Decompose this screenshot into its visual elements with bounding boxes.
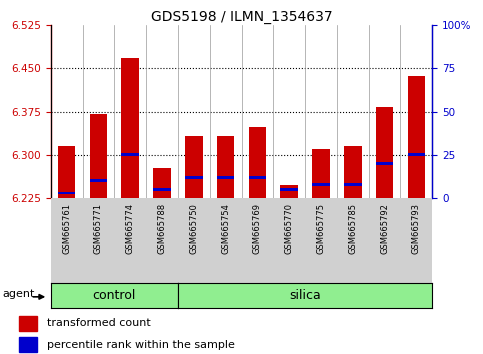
Bar (408, 153, 425, 156)
Text: GSM665761: GSM665761 (62, 203, 71, 254)
Bar (281, 185, 298, 198)
Text: GSM665771: GSM665771 (94, 203, 103, 254)
Bar (344, 146, 362, 198)
Bar (90, 114, 107, 198)
Bar (153, 188, 171, 191)
Text: silica: silica (289, 289, 321, 302)
Text: GSM665769: GSM665769 (253, 203, 262, 254)
Text: transformed count: transformed count (47, 318, 151, 328)
Bar (90, 179, 107, 182)
Text: GSM665775: GSM665775 (316, 203, 326, 254)
Bar (58, 192, 75, 194)
Bar (249, 176, 266, 179)
Text: agent: agent (2, 289, 35, 299)
Text: GSM665792: GSM665792 (380, 203, 389, 253)
Bar (19, 337, 38, 352)
Bar (58, 146, 75, 198)
Bar (185, 176, 202, 179)
Text: GSM665793: GSM665793 (412, 203, 421, 254)
Text: control: control (93, 289, 136, 302)
Bar (121, 153, 139, 156)
Bar (344, 183, 362, 186)
Text: GSM665788: GSM665788 (157, 203, 167, 254)
Bar (185, 136, 202, 198)
Bar (217, 176, 234, 179)
Bar (376, 162, 393, 165)
Bar (121, 58, 139, 198)
Text: GSM665785: GSM665785 (348, 203, 357, 254)
Title: GDS5198 / ILMN_1354637: GDS5198 / ILMN_1354637 (151, 10, 332, 24)
Text: GSM665770: GSM665770 (284, 203, 294, 254)
Bar (312, 183, 330, 186)
Text: percentile rank within the sample: percentile rank within the sample (47, 339, 235, 350)
Bar (19, 316, 38, 331)
Bar (217, 136, 234, 198)
Bar (153, 167, 171, 198)
Bar (408, 76, 425, 198)
Bar (249, 127, 266, 198)
Text: GSM665754: GSM665754 (221, 203, 230, 253)
Bar (376, 107, 393, 198)
Text: GSM665750: GSM665750 (189, 203, 199, 253)
Text: GSM665774: GSM665774 (126, 203, 135, 254)
Bar (281, 188, 298, 191)
Bar (312, 149, 330, 198)
